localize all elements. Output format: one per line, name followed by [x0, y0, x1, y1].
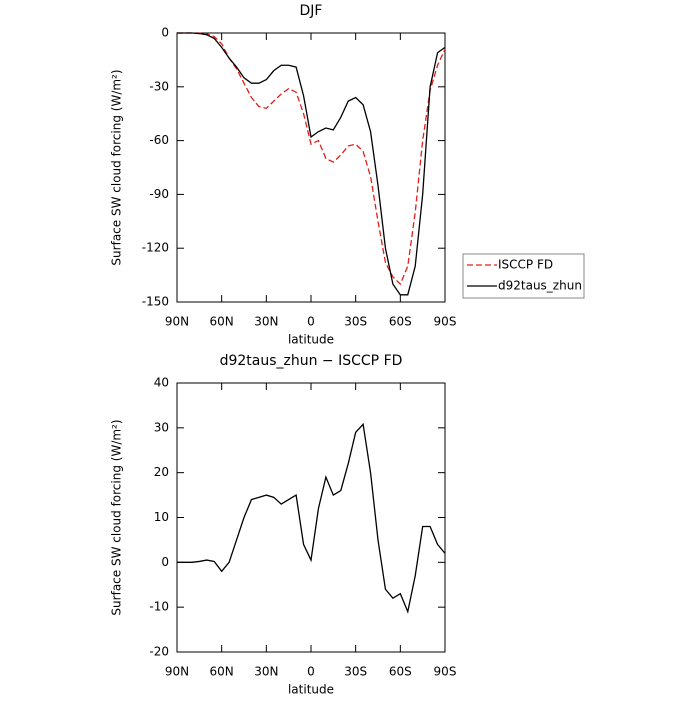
legend-label: d92taus_zhun — [498, 279, 582, 293]
x-tick-label: 60S — [389, 315, 412, 329]
data-line — [177, 32, 446, 296]
x-tick-label: 0 — [307, 665, 315, 679]
x-tick-label: 60N — [210, 665, 234, 679]
y-tick-label: -60 — [149, 133, 169, 147]
x-tick-label: 30N — [254, 665, 278, 679]
data-line — [177, 32, 446, 286]
x-tick-label: 90S — [434, 665, 457, 679]
x-tick-label: 60N — [210, 315, 234, 329]
plot-frame — [176, 32, 446, 303]
y-axis-label: Surface SW cloud forcing (W/m²) — [110, 419, 124, 615]
x-tick-label: 30S — [344, 315, 367, 329]
x-tick-label: 90N — [165, 665, 189, 679]
legend-label: ISCCP FD — [498, 258, 553, 272]
y-tick-label: -90 — [149, 187, 169, 201]
y-tick-label: 0 — [161, 26, 169, 40]
chart-title: d92taus_zhun − ISCCP FD — [220, 353, 403, 369]
y-tick-label: -150 — [142, 295, 169, 309]
x-tick-label: 60S — [389, 665, 412, 679]
y-tick-label: 10 — [154, 510, 169, 524]
x-axis-label: latitude — [288, 333, 334, 347]
data-line — [177, 422, 446, 614]
x-tick-label: 90S — [434, 315, 457, 329]
plot-frame — [176, 382, 446, 653]
y-tick-label: -10 — [149, 600, 169, 614]
x-axis-label: latitude — [288, 683, 334, 697]
y-tick-label: 30 — [154, 420, 169, 434]
y-tick-label: -20 — [149, 645, 169, 659]
y-tick-label: 40 — [154, 376, 169, 390]
y-tick-label: -30 — [149, 79, 169, 93]
chart-title: DJF — [300, 3, 323, 19]
x-tick-label: 30N — [254, 315, 278, 329]
x-tick-label: 90N — [165, 315, 189, 329]
y-tick-label: 20 — [154, 465, 169, 479]
x-tick-label: 0 — [307, 315, 315, 329]
x-tick-label: 30S — [344, 665, 367, 679]
y-tick-label: 0 — [161, 555, 169, 569]
legend-box — [462, 253, 585, 299]
y-tick-label: -120 — [142, 241, 169, 255]
y-axis-label: Surface SW cloud forcing (W/m²) — [110, 69, 124, 265]
